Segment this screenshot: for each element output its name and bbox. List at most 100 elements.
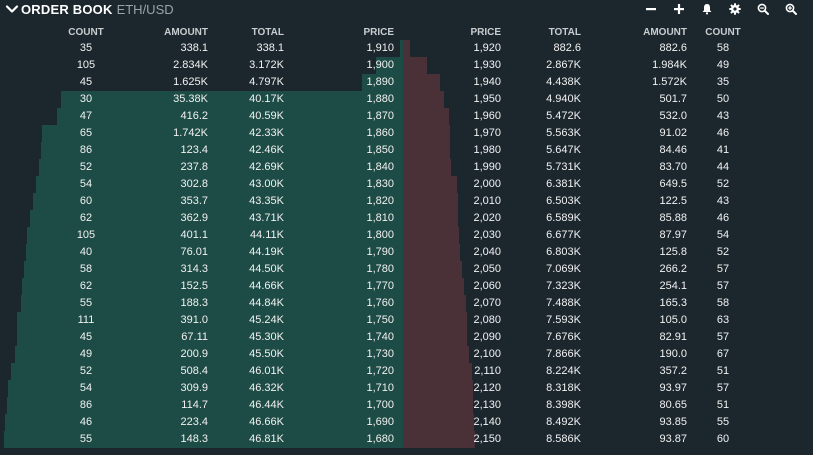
bids-price-header[interactable]: PRICE	[363, 27, 394, 38]
ask-row[interactable]: 2,130 8.398K 80.65 51	[403, 397, 813, 414]
bid-row[interactable]: 52 237.8 42.69K 1,840	[0, 159, 403, 176]
ask-row[interactable]: 2,110 8.224K 357.2 51	[403, 363, 813, 380]
bid-row[interactable]: 55 148.3 46.81K 1,680	[0, 431, 403, 448]
asks-total-header[interactable]: TOTAL	[548, 27, 581, 38]
ask-amount: 1.984K	[652, 59, 687, 71]
bid-row[interactable]: 45 1.625K 4.797K 1,890	[0, 74, 403, 91]
increase-precision-button[interactable]	[672, 2, 686, 16]
bid-amount: 1.625K	[173, 76, 208, 88]
asks-amount-header[interactable]: AMOUNT	[643, 27, 687, 38]
bid-row[interactable]: 62 362.9 43.71K 1,810	[0, 210, 403, 227]
bid-amount: 152.5	[180, 280, 208, 292]
ask-amount: 82.91	[659, 331, 687, 343]
ask-count: 46	[716, 127, 730, 139]
ask-row[interactable]: 2,080 7.593K 105.0 63	[403, 312, 813, 329]
bid-row[interactable]: 52 508.4 46.01K 1,720	[0, 363, 403, 380]
minus-icon	[646, 8, 656, 11]
ask-price: 1,970	[473, 127, 501, 139]
ask-row[interactable]: 2,060 7.323K 254.1 57	[403, 278, 813, 295]
bid-price: 1,730	[366, 348, 394, 360]
bid-count: 55	[79, 297, 93, 309]
bid-row[interactable]: 65 1.742K 42.33K 1,860	[0, 125, 403, 142]
bid-count: 111	[77, 314, 95, 326]
bid-row[interactable]: 62 152.5 44.66K 1,770	[0, 278, 403, 295]
bid-row[interactable]: 111 391.0 45.24K 1,750	[0, 312, 403, 329]
asks-price-header[interactable]: PRICE	[470, 27, 501, 38]
bid-price: 1,890	[366, 76, 394, 88]
bid-row[interactable]: 105 401.1 44.11K 1,800	[0, 227, 403, 244]
bid-price: 1,690	[366, 416, 394, 428]
bid-row[interactable]: 58 314.3 44.50K 1,780	[0, 261, 403, 278]
bids-total-header[interactable]: TOTAL	[251, 27, 284, 38]
bid-count: 47	[79, 110, 93, 122]
bid-row[interactable]: 86 114.7 46.44K 1,700	[0, 397, 403, 414]
settings-button[interactable]	[728, 2, 742, 16]
ask-row[interactable]: 2,150 8.586K 93.87 60	[403, 431, 813, 448]
ask-row[interactable]: 2,050 7.069K 266.2 57	[403, 261, 813, 278]
bid-total: 46.01K	[249, 365, 284, 377]
asks-count-header[interactable]: COUNT	[705, 27, 741, 38]
ask-price: 2,130	[473, 399, 501, 411]
ask-row[interactable]: 2,140 8.492K 93.85 55	[403, 414, 813, 431]
bid-amount: 123.4	[180, 144, 208, 156]
bid-row[interactable]: 35 338.1 338.1 1,910	[0, 40, 403, 57]
bid-depth-bar	[362, 74, 403, 91]
bid-count: 35	[79, 42, 93, 54]
ask-row[interactable]: 2,100 7.866K 190.0 67	[403, 346, 813, 363]
bids-amount-header[interactable]: AMOUNT	[164, 27, 208, 38]
zoom-in-button[interactable]	[784, 2, 798, 16]
bid-amount: 223.4	[180, 416, 208, 428]
ask-count: 50	[716, 93, 730, 105]
ask-depth-bar	[403, 40, 410, 57]
ask-row[interactable]: 2,030 6.677K 87.97 54	[403, 227, 813, 244]
ask-row[interactable]: 1,970 5.563K 91.02 46	[403, 125, 813, 142]
bid-amount: 338.1	[180, 42, 208, 54]
bid-row[interactable]: 45 67.11 45.30K 1,740	[0, 329, 403, 346]
ask-row[interactable]: 2,000 6.381K 649.5 52	[403, 176, 813, 193]
bid-row[interactable]: 40 76.01 44.19K 1,790	[0, 244, 403, 261]
ask-row[interactable]: 2,040 6.803K 125.8 52	[403, 244, 813, 261]
ask-row[interactable]: 2,020 6.589K 85.88 46	[403, 210, 813, 227]
bid-row[interactable]: 54 302.8 43.00K 1,830	[0, 176, 403, 193]
bid-row[interactable]: 105 2.834K 3.172K 1,900	[0, 57, 403, 74]
ask-row[interactable]: 1,920 882.6 882.6 58	[403, 40, 813, 57]
ask-row[interactable]: 1,990 5.731K 83.70 44	[403, 159, 813, 176]
bid-amount: 76.01	[180, 246, 208, 258]
bid-row[interactable]: 30 35.38K 40.17K 1,880	[0, 91, 403, 108]
ask-row[interactable]: 1,940 4.438K 1.572K 35	[403, 74, 813, 91]
bid-amount: 362.9	[180, 212, 208, 224]
ask-count: 51	[716, 399, 730, 411]
bid-row[interactable]: 86 123.4 42.46K 1,850	[0, 142, 403, 159]
collapse-toggle[interactable]: ORDER BOOK ETH/USD	[5, 1, 174, 17]
ask-row[interactable]: 2,090 7.676K 82.91 57	[403, 329, 813, 346]
ask-depth-bar	[403, 193, 458, 210]
asks-table: PRICE TOTAL AMOUNT COUNT 1,920 882.6 882.6…	[403, 24, 813, 450]
bid-amount: 237.8	[180, 161, 208, 173]
bid-count: 105	[76, 59, 96, 71]
bids-count-header[interactable]: COUNT	[68, 27, 104, 38]
bid-row[interactable]: 46 223.4 46.66K 1,690	[0, 414, 403, 431]
ask-price: 2,120	[473, 382, 501, 394]
ask-price: 1,950	[473, 93, 501, 105]
decrease-precision-button[interactable]	[644, 2, 658, 16]
bid-amount: 391.0	[180, 314, 208, 326]
bid-row[interactable]: 47 416.2 40.59K 1,870	[0, 108, 403, 125]
alerts-button[interactable]	[700, 2, 714, 16]
ask-row[interactable]: 1,930 2.867K 1.984K 49	[403, 57, 813, 74]
ask-row[interactable]: 1,980 5.647K 84.46 41	[403, 142, 813, 159]
ask-row[interactable]: 2,070 7.488K 165.3 58	[403, 295, 813, 312]
bid-row[interactable]: 60 353.7 43.35K 1,820	[0, 193, 403, 210]
ask-row[interactable]: 1,960 5.472K 532.0 43	[403, 108, 813, 125]
ask-count: 58	[716, 297, 730, 309]
bid-row[interactable]: 54 309.9 46.32K 1,710	[0, 380, 403, 397]
ask-price: 2,100	[473, 348, 501, 360]
bid-row[interactable]: 49 200.9 45.50K 1,730	[0, 346, 403, 363]
zoom-out-button[interactable]	[756, 2, 770, 16]
ask-row[interactable]: 1,950 4.940K 501.7 50	[403, 91, 813, 108]
ask-row[interactable]: 2,120 8.318K 93.97 57	[403, 380, 813, 397]
bid-total: 44.66K	[249, 280, 284, 292]
bid-depth-bar	[39, 159, 403, 176]
bid-row[interactable]: 55 188.3 44.84K 1,760	[0, 295, 403, 312]
ask-amount: 87.97	[659, 229, 687, 241]
ask-row[interactable]: 2,010 6.503K 122.5 43	[403, 193, 813, 210]
